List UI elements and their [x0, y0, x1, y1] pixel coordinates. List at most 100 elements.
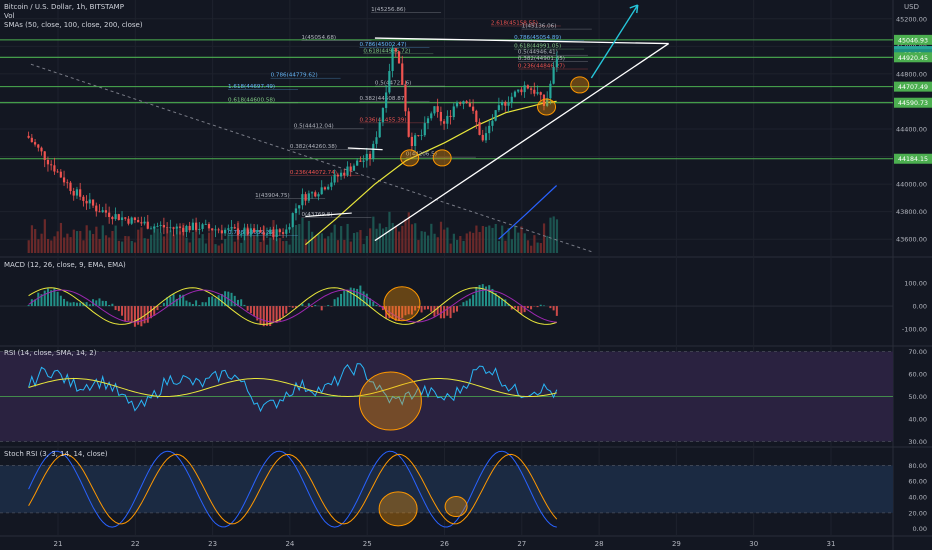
- volume-bar: [117, 240, 121, 253]
- volume-bar: [336, 240, 340, 253]
- macd-histogram-bar: [275, 306, 278, 323]
- y-tick-label: 44400.00: [896, 126, 927, 134]
- macd-histogram-bar: [311, 306, 314, 308]
- volume-bar: [95, 226, 98, 253]
- volume-bar: [246, 226, 249, 253]
- candle-body: [443, 121, 446, 124]
- x-tick-label: 25: [363, 540, 372, 548]
- fib-label: 0.382(44260.38): [290, 144, 337, 150]
- candle-body: [182, 227, 185, 232]
- candle-body: [430, 113, 433, 119]
- y-tick-label: 70.00: [908, 348, 927, 356]
- macd-histogram-bar: [88, 304, 91, 307]
- macd-histogram-bar: [420, 306, 423, 313]
- macd-histogram-bar: [320, 306, 323, 311]
- volume-bar: [153, 226, 156, 253]
- macd-histogram-bar: [391, 306, 394, 319]
- volume-bar: [459, 235, 462, 253]
- volume-bar: [375, 228, 378, 253]
- volume-bar: [307, 220, 311, 253]
- volume-bar: [330, 232, 333, 253]
- candle-body: [494, 110, 497, 121]
- volume-bar: [275, 238, 278, 253]
- volume-bar: [130, 241, 133, 253]
- macd-histogram-bar: [156, 306, 159, 311]
- candle-body: [291, 213, 294, 228]
- candle-body: [91, 199, 95, 206]
- candle-body: [59, 171, 62, 178]
- volume-bar: [430, 223, 433, 253]
- macd-histogram-bar: [124, 306, 127, 322]
- x-tick-label: 21: [54, 540, 63, 548]
- candle-body: [198, 228, 201, 230]
- fib-label: 1(43904.75): [255, 193, 290, 199]
- x-tick-label: 27: [517, 540, 526, 548]
- volume-bar: [207, 232, 211, 253]
- volume-bar: [472, 232, 475, 253]
- volume-bar: [523, 233, 526, 253]
- sma-line: [498, 185, 558, 240]
- candle-body: [262, 232, 265, 235]
- macd-histogram-bar: [137, 306, 140, 325]
- macd-histogram-bar: [513, 306, 516, 308]
- macd-histogram-bar: [256, 306, 259, 321]
- volume-bar: [269, 237, 272, 253]
- macd-histogram-bar: [211, 296, 214, 307]
- macd-histogram-bar: [433, 306, 436, 317]
- candle-body: [517, 89, 520, 92]
- candle-body: [401, 63, 404, 85]
- macd-histogram-bar: [446, 306, 449, 316]
- candle-body: [359, 160, 362, 162]
- candle-body: [120, 217, 124, 221]
- macd-histogram-bar: [246, 306, 249, 311]
- macd-histogram-bar: [236, 299, 239, 307]
- macd-histogram-bar: [53, 288, 56, 307]
- candle-body: [552, 67, 555, 84]
- volume-bar: [356, 232, 359, 253]
- price-label-box: [894, 81, 932, 92]
- macd-histogram-bar: [282, 306, 285, 317]
- macd-histogram-bar: [449, 306, 452, 319]
- candle-body: [327, 186, 330, 190]
- volume-bar: [365, 236, 369, 253]
- macd-histogram-bar: [494, 292, 497, 307]
- candle-body: [455, 102, 459, 107]
- volume-bar: [185, 237, 188, 253]
- macd-histogram-bar: [72, 302, 75, 307]
- target-arrowhead: [629, 4, 639, 14]
- macd-histogram-bar: [333, 299, 336, 307]
- macd-histogram-bar: [34, 299, 37, 307]
- candle-body: [298, 205, 301, 209]
- macd-histogram-bar: [314, 304, 317, 307]
- candle-body: [252, 228, 256, 233]
- candle-body: [375, 137, 378, 144]
- volume-bar: [182, 223, 185, 253]
- fib-label: 0.786(45002.47): [359, 42, 406, 48]
- volume-bar: [259, 241, 262, 253]
- candle-body: [394, 48, 397, 52]
- candle-body: [98, 211, 101, 213]
- candle-body: [320, 187, 323, 195]
- price-label: 44590.73: [898, 100, 928, 107]
- candle-body: [426, 118, 430, 124]
- candle-body: [529, 88, 533, 90]
- candle-body: [220, 230, 223, 234]
- macd-histogram-bar: [523, 306, 526, 313]
- macd-histogram-bar: [111, 303, 114, 307]
- candle-body: [227, 228, 230, 230]
- volume-bar: [481, 225, 484, 253]
- candle-body: [336, 174, 339, 177]
- volume-bar: [150, 234, 153, 253]
- macd-histogram-bar: [414, 306, 417, 311]
- volume-bar: [72, 229, 75, 253]
- fib-label: 0.618(44991.05): [514, 44, 561, 50]
- macd-histogram-bar: [69, 302, 72, 307]
- macd-histogram-bar: [166, 297, 169, 307]
- candle-body: [256, 230, 259, 233]
- macd-histogram-bar: [465, 300, 468, 307]
- volume-bar: [159, 232, 162, 253]
- fib-label: 0.382(44608.87): [359, 96, 406, 102]
- candle-body: [397, 51, 401, 64]
- volume-bar: [439, 221, 443, 253]
